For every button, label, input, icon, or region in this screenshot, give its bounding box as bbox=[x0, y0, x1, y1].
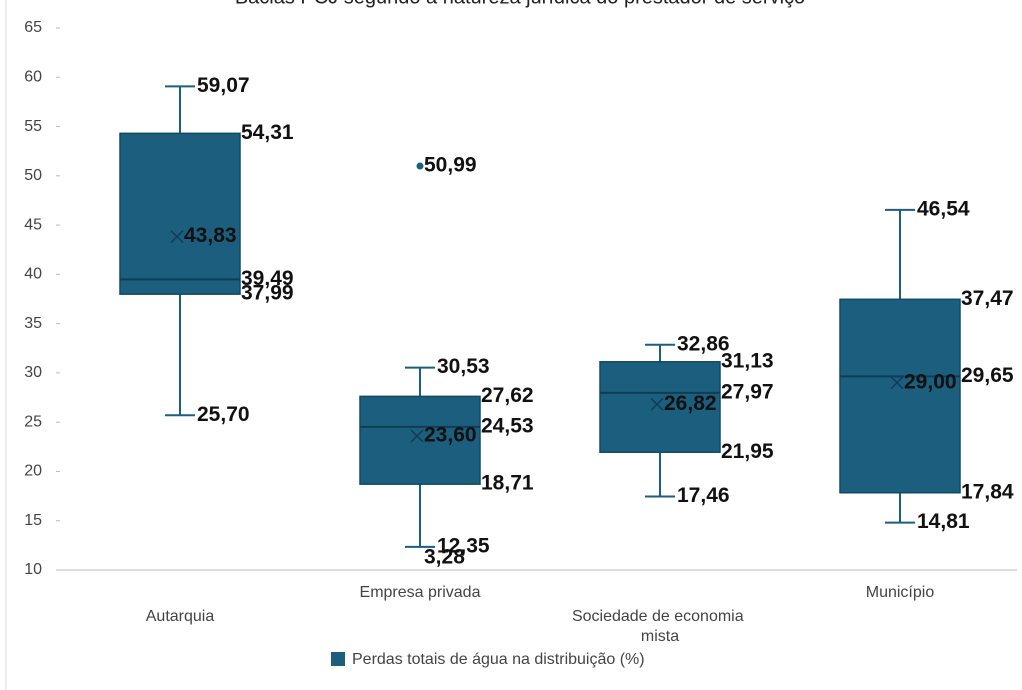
data-label: 17,84 bbox=[961, 480, 1014, 503]
data-label: 14,81 bbox=[917, 510, 970, 533]
data-label: 43,83 bbox=[184, 224, 237, 247]
y-tick-label: 30 bbox=[24, 364, 42, 381]
data-label: 30,53 bbox=[437, 355, 490, 378]
mean-marker bbox=[890, 376, 904, 390]
mean-marker bbox=[170, 230, 184, 244]
data-label: 26,82 bbox=[664, 392, 717, 415]
data-label: 29,00 bbox=[904, 370, 957, 393]
y-tick-label: 45 bbox=[24, 216, 42, 233]
y-tick-label: 35 bbox=[24, 315, 42, 332]
box bbox=[359, 395, 481, 485]
y-tick-label: 25 bbox=[24, 413, 42, 430]
data-label: 39,49 bbox=[241, 267, 294, 290]
data-label: 50,99 bbox=[424, 154, 477, 177]
data-label: 3,28 bbox=[424, 546, 465, 569]
data-label: 31,13 bbox=[721, 349, 774, 372]
data-label: 59,07 bbox=[197, 74, 250, 97]
data-label: 23,60 bbox=[424, 424, 477, 447]
box bbox=[839, 298, 961, 494]
y-tick-label: 40 bbox=[24, 266, 42, 283]
x-tick-label: Município bbox=[866, 584, 935, 601]
data-label: 37,99 bbox=[241, 282, 294, 305]
y-tick-label: 60 bbox=[24, 68, 42, 85]
data-label: 27,62 bbox=[481, 384, 534, 407]
data-label: 17,46 bbox=[677, 484, 730, 507]
data-label: 12,35 bbox=[437, 534, 490, 557]
y-tick-label: 20 bbox=[24, 463, 42, 480]
data-label: 25,70 bbox=[197, 403, 250, 426]
legend-label: Perdas totais de água na distribuição (%… bbox=[352, 651, 645, 668]
data-label: 27,97 bbox=[721, 380, 774, 403]
outlier bbox=[416, 162, 424, 170]
data-label: 18,71 bbox=[481, 472, 534, 495]
x-tick-label: Empresa privada bbox=[360, 584, 481, 601]
data-label: 32,86 bbox=[677, 332, 730, 355]
outlier-group bbox=[416, 162, 424, 170]
data-label: 54,31 bbox=[241, 121, 294, 144]
y-tick-label: 55 bbox=[24, 118, 42, 135]
data-label: 21,95 bbox=[721, 440, 774, 463]
data-label: 37,47 bbox=[961, 287, 1014, 310]
y-tick-label: 15 bbox=[24, 512, 42, 529]
data-label: 46,54 bbox=[917, 197, 970, 220]
chart-title: Bacias PCJ segundo a natureza jurídica d… bbox=[235, 0, 805, 8]
y-tick-label: 50 bbox=[24, 167, 42, 184]
x-tick-label: Sociedade de economia mista bbox=[572, 608, 748, 645]
y-tick-label: 10 bbox=[24, 561, 42, 578]
mean-marker bbox=[410, 429, 424, 443]
y-tick-label: 65 bbox=[24, 19, 42, 36]
box bbox=[119, 132, 241, 295]
data-label: 24,53 bbox=[481, 414, 534, 437]
legend-swatch bbox=[331, 652, 345, 666]
data-label: 29,65 bbox=[961, 364, 1014, 387]
mean-marker bbox=[650, 397, 664, 411]
x-tick-label: Autarquia bbox=[146, 608, 215, 625]
